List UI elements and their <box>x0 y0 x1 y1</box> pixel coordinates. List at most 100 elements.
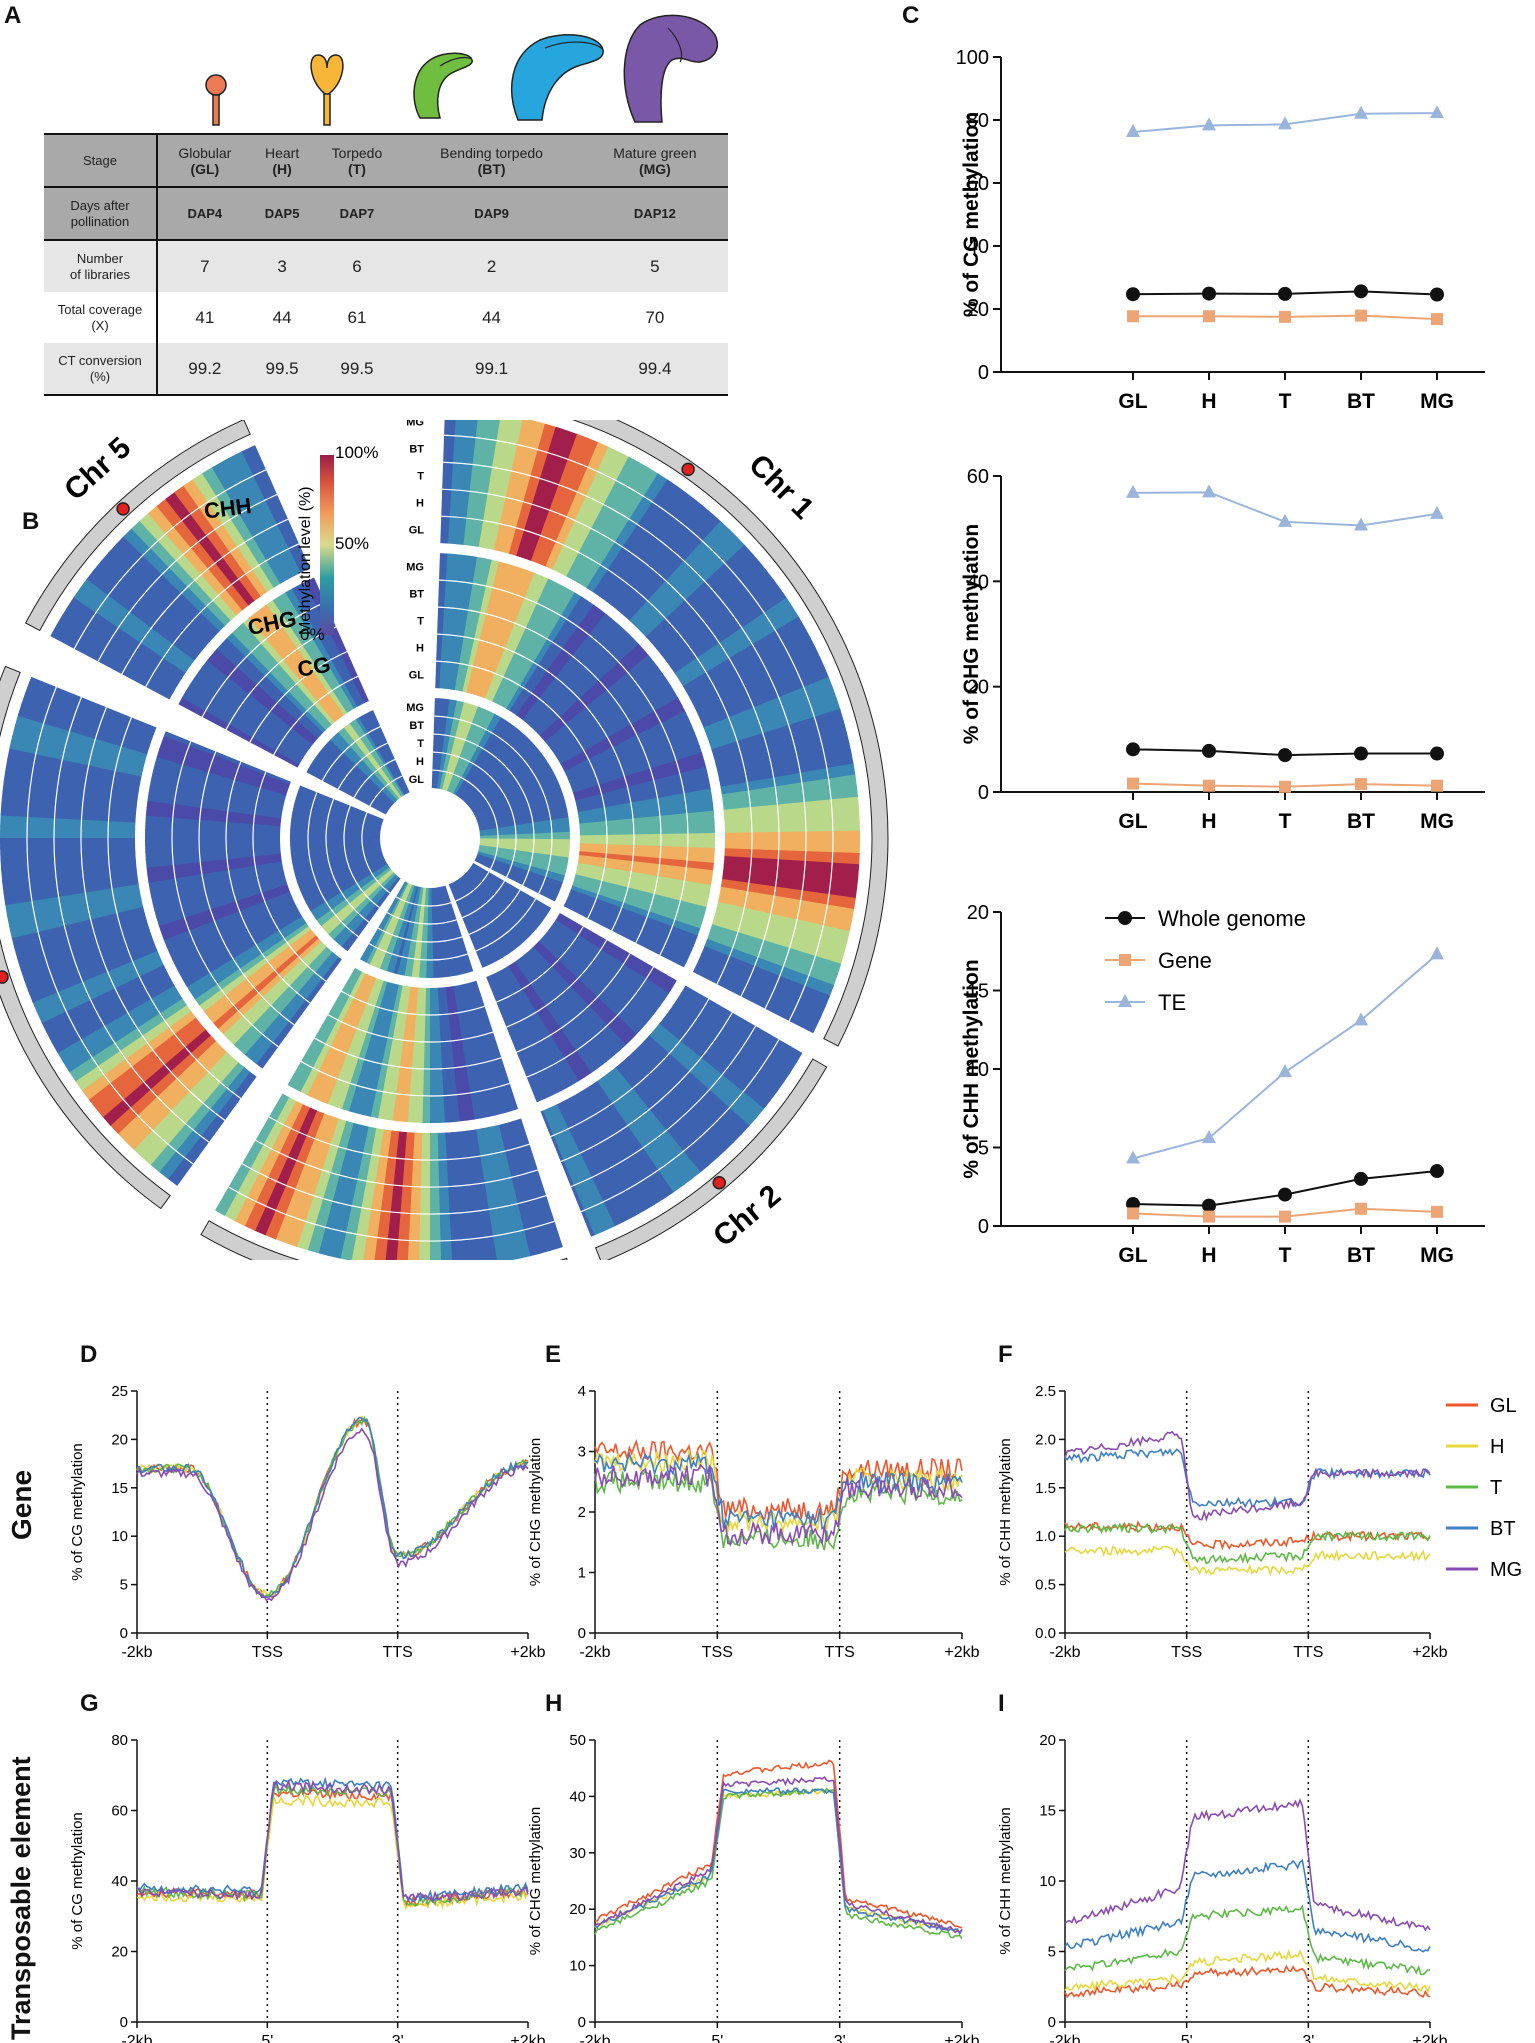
methylation-bin <box>516 604 601 718</box>
data-point <box>1355 1202 1367 1215</box>
track-separator <box>314 1037 502 1070</box>
track-separator <box>53 696 210 1143</box>
track-separator <box>201 601 326 718</box>
methylation-bin <box>291 845 381 864</box>
methylation-bin <box>469 753 545 810</box>
methylation-bin <box>427 1132 442 1260</box>
methylation-bin <box>640 536 747 638</box>
methylation-bin <box>620 1057 718 1167</box>
methylation-bin <box>472 765 553 814</box>
methylation-bin <box>697 656 826 722</box>
methylation-bin <box>452 985 482 1120</box>
methylation-bin <box>547 660 659 749</box>
methylation-bin <box>55 614 178 693</box>
methylation-bin <box>566 896 693 958</box>
methylation-bin <box>312 974 373 1102</box>
methylation-bin <box>211 648 319 742</box>
methylation-bin <box>157 1066 251 1180</box>
methylation-bin <box>79 577 196 667</box>
methylation-bin <box>14 713 148 762</box>
y-tick-label: 20 <box>1039 1732 1056 1749</box>
methylation-bin <box>346 722 402 798</box>
methylation-bin <box>475 782 561 820</box>
methylation-bin <box>221 637 324 736</box>
methylation-bin <box>51 977 175 1053</box>
data-point <box>1430 1164 1444 1179</box>
methylation-bin <box>325 871 394 935</box>
methylation-bin <box>273 1112 332 1244</box>
panel-label-e: E <box>545 1341 562 1368</box>
methylation-bin <box>573 752 705 798</box>
methylation-bin <box>461 876 521 948</box>
methylation-bin <box>287 967 359 1089</box>
y-tick-label: 15 <box>967 981 989 1003</box>
data-point <box>1202 1130 1216 1144</box>
methylation-bin <box>602 1072 692 1188</box>
series-line <box>136 1776 529 1903</box>
methylation-bin <box>371 710 410 793</box>
methylation-bin <box>50 624 175 700</box>
track-separator <box>321 725 381 782</box>
methylation-bin <box>149 1061 245 1173</box>
methylation-bin <box>251 445 311 570</box>
x-tick-label: MG <box>1420 810 1454 833</box>
track-separator <box>337 742 388 790</box>
methylation-bin <box>462 559 501 693</box>
methylation-bin <box>394 1131 415 1260</box>
methylation-bin <box>358 715 406 795</box>
methylation-bin <box>455 879 507 958</box>
methylation-bin <box>23 935 155 993</box>
y-tick-label: 5 <box>1048 1944 1056 1961</box>
data-point <box>1278 286 1292 301</box>
methylation-bin <box>237 621 333 728</box>
data-point <box>1431 779 1443 792</box>
methylation-bin <box>557 913 677 989</box>
y-tick-label: 0 <box>978 362 989 384</box>
methylation-bin <box>476 788 563 822</box>
methylation-bin <box>298 787 384 822</box>
methylation-bin <box>249 954 339 1065</box>
y-tick-label: 80 <box>111 1732 128 1749</box>
methylation-bin <box>578 803 714 825</box>
methylation-bin <box>519 608 607 721</box>
track-separator <box>516 953 631 1053</box>
x-tick-label: -2kb <box>121 2033 152 2043</box>
methylation-bin <box>335 874 398 945</box>
methylation-bin <box>579 810 715 829</box>
methylation-bin <box>306 861 387 908</box>
methylation-bin <box>548 1104 616 1232</box>
methylation-bin <box>147 504 244 616</box>
data-point <box>1127 777 1139 790</box>
track-separator <box>228 1186 555 1242</box>
series-line <box>594 1463 963 1547</box>
methylation-bin <box>465 739 533 805</box>
methylation-bin <box>540 1110 595 1237</box>
methylation-bin <box>719 886 855 923</box>
methylation-bin <box>369 883 410 966</box>
methylation-bin <box>507 963 586 1082</box>
methylation-bin <box>500 967 573 1090</box>
methylation-bin <box>347 981 392 1114</box>
series-line <box>594 1786 963 1936</box>
track-separator <box>441 515 753 985</box>
methylation-bin <box>183 478 269 597</box>
y-tick-label: 3 <box>578 1444 586 1461</box>
track-label: H <box>416 643 424 655</box>
data-point <box>1430 105 1444 119</box>
series-line <box>594 1451 963 1531</box>
heart-embryo-icon <box>310 54 344 126</box>
legend-label: GL <box>1490 1395 1517 1417</box>
x-tick-label: H <box>1201 1244 1216 1267</box>
methylation-bin <box>474 772 556 816</box>
methylation-bin <box>670 588 788 675</box>
methylation-bin <box>562 704 686 772</box>
methylation-bin <box>676 992 797 1075</box>
methylation-bin <box>305 1120 354 1254</box>
methylation-bin <box>565 717 692 779</box>
centromere-marker <box>0 970 9 984</box>
methylation-bin <box>477 795 565 825</box>
y-tick-label: 60 <box>967 466 989 488</box>
table-row: Total coverage (X) 41 44 61 44 70 <box>44 292 728 343</box>
series-line <box>1064 1904 1430 1976</box>
methylation-bin <box>713 909 848 956</box>
